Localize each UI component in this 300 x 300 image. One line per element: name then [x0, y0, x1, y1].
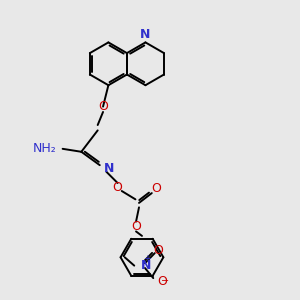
- Text: N: N: [104, 162, 115, 175]
- Text: O: O: [152, 182, 161, 195]
- Text: O: O: [157, 274, 167, 288]
- Text: O: O: [113, 181, 122, 194]
- Text: O: O: [153, 244, 163, 257]
- Text: O: O: [98, 100, 108, 113]
- Text: N: N: [141, 259, 151, 272]
- Text: NH₂: NH₂: [32, 142, 56, 155]
- Text: N: N: [140, 28, 151, 40]
- Text: +: +: [143, 254, 151, 264]
- Text: O: O: [131, 220, 141, 232]
- Text: −: −: [160, 276, 169, 286]
